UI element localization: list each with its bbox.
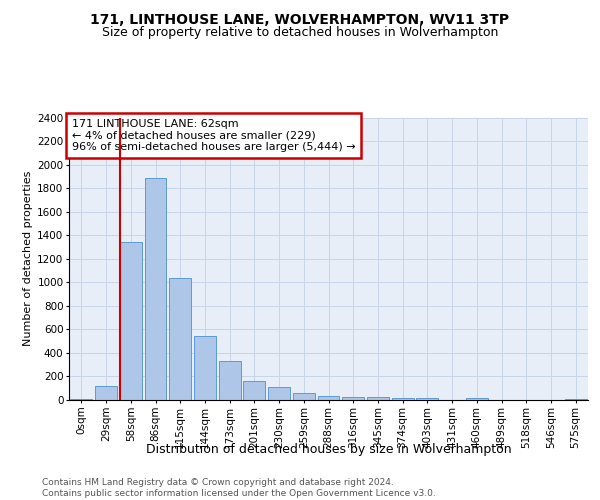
Y-axis label: Number of detached properties: Number of detached properties — [23, 171, 33, 346]
Bar — [95, 386, 117, 400]
Text: 171, LINTHOUSE LANE, WOLVERHAMPTON, WV11 3TP: 171, LINTHOUSE LANE, WOLVERHAMPTON, WV11… — [91, 12, 509, 26]
Bar — [145, 178, 166, 400]
Bar — [416, 398, 438, 400]
Bar — [244, 380, 265, 400]
Text: Contains HM Land Registry data © Crown copyright and database right 2024.
Contai: Contains HM Land Registry data © Crown c… — [42, 478, 436, 498]
Bar — [268, 387, 290, 400]
Text: Size of property relative to detached houses in Wolverhampton: Size of property relative to detached ho… — [102, 26, 498, 39]
Bar — [219, 360, 241, 400]
Bar — [565, 399, 587, 400]
Bar — [392, 398, 413, 400]
Bar — [169, 278, 191, 400]
Text: Distribution of detached houses by size in Wolverhampton: Distribution of detached houses by size … — [146, 442, 512, 456]
Bar — [293, 393, 314, 400]
Bar — [466, 398, 488, 400]
Bar — [317, 396, 340, 400]
Bar — [367, 397, 389, 400]
Bar — [194, 336, 216, 400]
Bar — [120, 242, 142, 400]
Text: 171 LINTHOUSE LANE: 62sqm
← 4% of detached houses are smaller (229)
96% of semi-: 171 LINTHOUSE LANE: 62sqm ← 4% of detach… — [71, 119, 355, 152]
Bar — [70, 399, 92, 400]
Bar — [343, 396, 364, 400]
